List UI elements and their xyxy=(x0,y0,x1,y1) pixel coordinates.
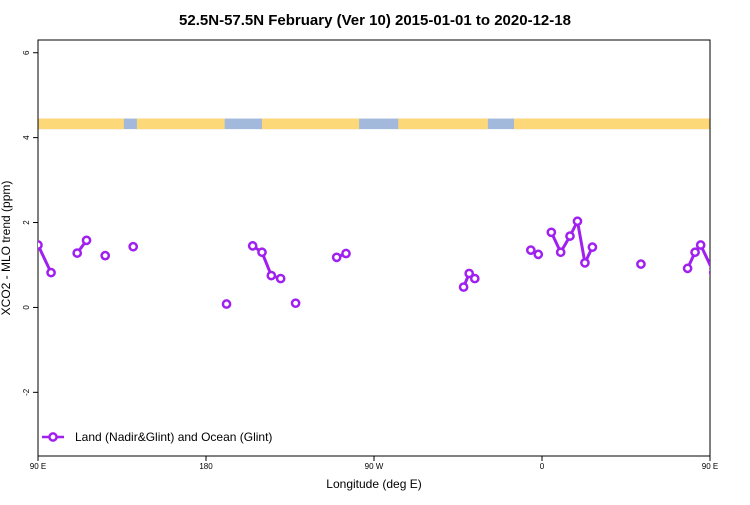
ocean-band xyxy=(38,118,710,130)
data-point xyxy=(290,298,301,309)
y-tick-label: -2 xyxy=(22,388,31,396)
y-tick-label: 0 xyxy=(22,305,31,310)
data-point xyxy=(221,299,232,309)
data-point xyxy=(341,248,351,259)
data-point xyxy=(533,249,544,260)
data-point xyxy=(275,273,286,284)
data-point xyxy=(555,247,566,258)
data-point xyxy=(740,249,747,256)
land-segment xyxy=(262,118,360,130)
data-point xyxy=(690,247,700,258)
data-point xyxy=(257,247,267,258)
x-tick-label: 0 xyxy=(540,462,545,471)
data-point xyxy=(46,267,56,278)
y-axis-label: XCO2 - MLO trend (ppm) xyxy=(0,181,13,316)
legend-label: Land (Nadir&Glint) and Ocean (Glint) xyxy=(75,430,272,444)
data-point xyxy=(695,240,706,250)
series-line xyxy=(549,219,594,265)
legend: Land (Nadir&Glint) and Ocean (Glint) xyxy=(42,430,272,444)
plot-frame xyxy=(37,39,711,457)
series-land-ocean xyxy=(38,216,750,309)
data-point xyxy=(331,252,342,263)
x-axis-label: Longitude (deg E) xyxy=(326,477,421,491)
x-tick-label: 90 E xyxy=(30,462,46,471)
y-tick-label: 2 xyxy=(22,220,31,225)
series-line xyxy=(251,244,282,280)
data-point xyxy=(572,216,583,227)
data-point xyxy=(128,241,139,252)
land-segment xyxy=(38,118,124,130)
data-point xyxy=(38,240,43,250)
data-point xyxy=(464,268,475,279)
data-point xyxy=(546,227,557,238)
x-tick-label: 90 E xyxy=(702,462,718,471)
series-line xyxy=(744,240,750,253)
data-point xyxy=(100,250,111,261)
land-segment xyxy=(514,118,710,130)
data-point xyxy=(565,231,575,241)
legend-marker-swatch xyxy=(48,432,58,442)
y-axis: -2 0 2 4 6 xyxy=(22,50,38,396)
data-point xyxy=(458,282,469,292)
x-tick-label: 180 xyxy=(199,462,213,471)
x-axis: 90 E 180 90 W 0 90 E xyxy=(30,456,718,471)
y-tick-label: 6 xyxy=(22,50,31,55)
data-point xyxy=(525,245,536,255)
data-point xyxy=(469,273,480,284)
series-line xyxy=(38,244,53,274)
data-point xyxy=(587,242,598,253)
chart-title: 52.5N-57.5N February (Ver 10) 2015-01-01… xyxy=(179,12,571,29)
data-point xyxy=(247,241,258,251)
x-tick-label: 90 W xyxy=(365,462,384,471)
land-segment xyxy=(398,118,488,130)
land-segment xyxy=(136,118,225,130)
data-point xyxy=(580,258,590,268)
data-point xyxy=(81,235,92,246)
data-point xyxy=(636,259,646,269)
data-point xyxy=(266,270,277,281)
data-point xyxy=(682,263,693,274)
data-point xyxy=(72,248,83,258)
y-tick-label: 4 xyxy=(22,135,31,140)
data-point xyxy=(708,269,710,276)
land-ocean-band xyxy=(38,118,710,130)
